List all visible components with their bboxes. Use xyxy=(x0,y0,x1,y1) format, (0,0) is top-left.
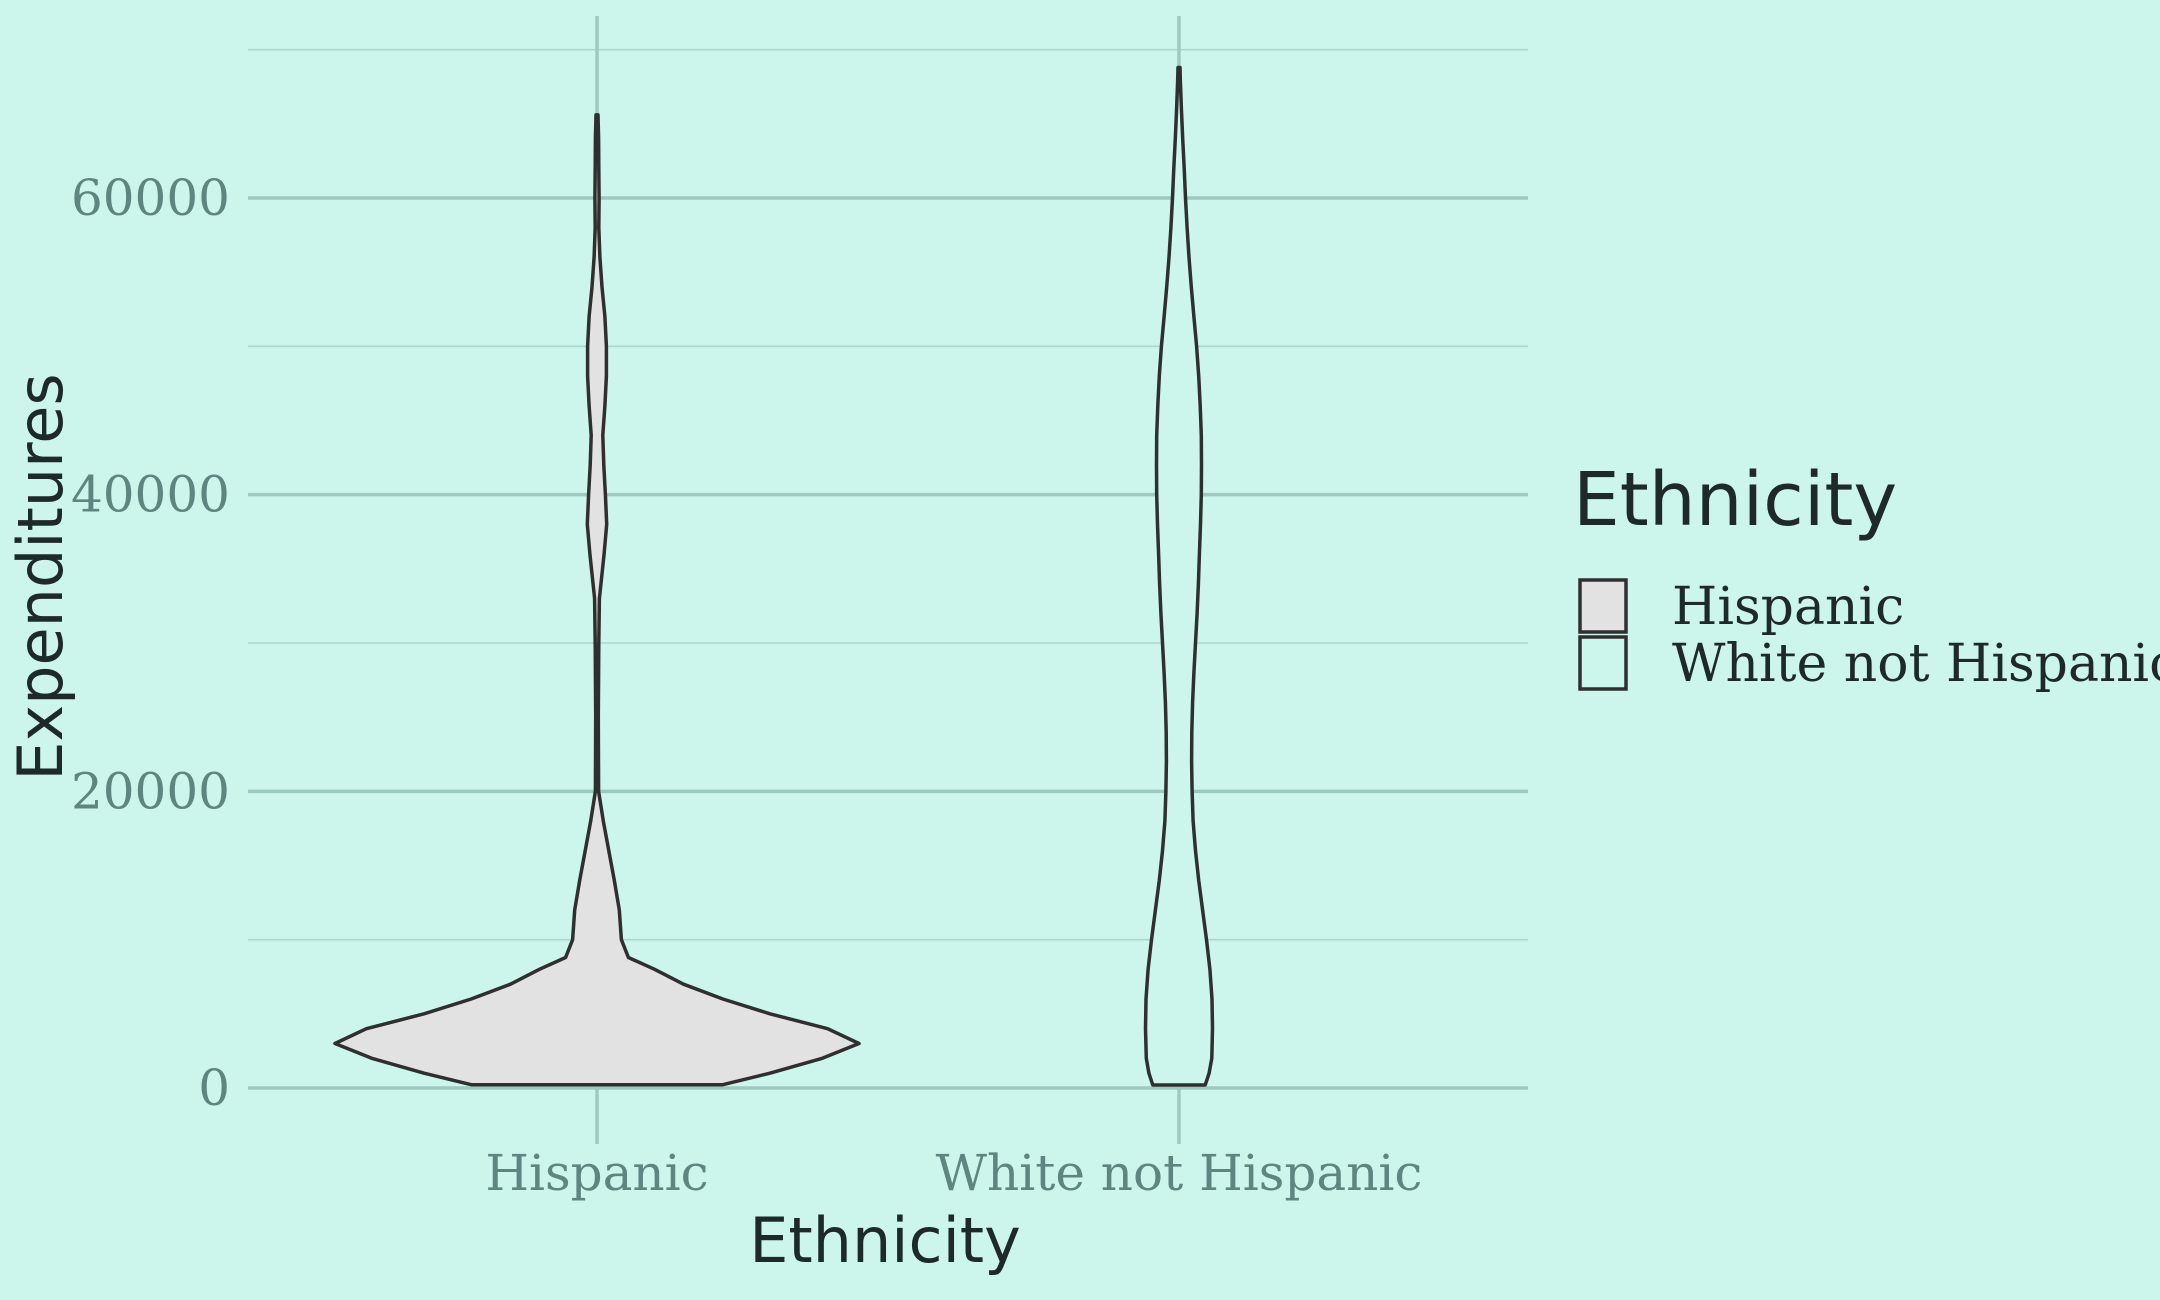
legend-key xyxy=(1578,635,1628,691)
x-tick-label: White not Hispanic xyxy=(936,1144,1423,1202)
label-layer: Ethnicity Expenditures xyxy=(4,373,1021,1277)
violin-layer xyxy=(333,65,1215,1087)
legend-label: Hispanic xyxy=(1672,577,1904,637)
legend-title: Ethnicity xyxy=(1573,457,1897,543)
y-tick-label: 20000 xyxy=(71,762,230,820)
violin-hispanic xyxy=(333,113,861,1087)
violin-white-not-hispanic xyxy=(1143,65,1215,1087)
y-tick-label: 0 xyxy=(198,1059,230,1117)
y-axis-title: Expenditures xyxy=(4,373,77,780)
y-tick-label: 40000 xyxy=(71,466,230,524)
y-tick-label: 60000 xyxy=(71,169,230,227)
x-tick-label: Hispanic xyxy=(485,1144,708,1202)
legend-label: White not Hispanic xyxy=(1672,634,2160,694)
x-axis-title: Ethnicity xyxy=(749,1204,1021,1277)
legend-key xyxy=(1578,578,1628,634)
